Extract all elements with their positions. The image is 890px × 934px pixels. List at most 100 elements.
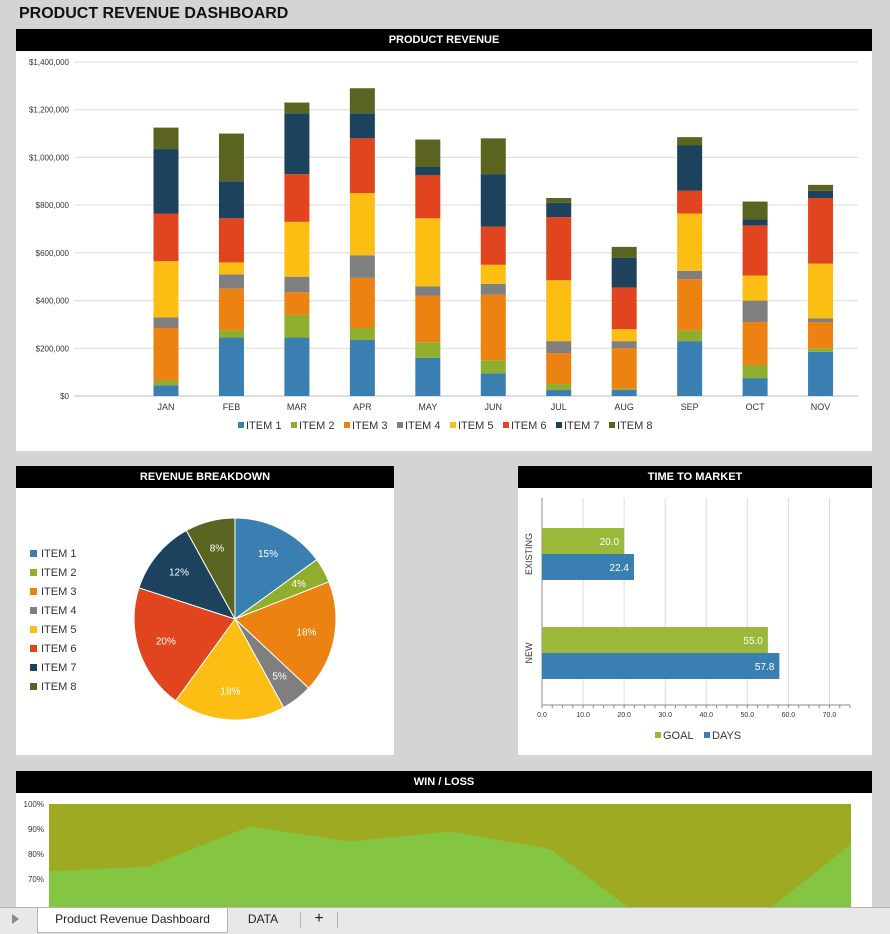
bar-segment	[284, 102, 310, 114]
winloss-panel-header: WIN / LOSS	[16, 771, 872, 793]
x-tick-label: 30.0	[658, 712, 672, 719]
pie-legend: ITEM 1 ITEM 2 ITEM 3 ITEM 4 ITEM 5 ITEM 6 ITEM…	[30, 544, 76, 696]
bar-segment	[677, 190, 703, 214]
bar-segment	[742, 300, 768, 323]
legend-swatch	[397, 422, 403, 428]
pie-slice	[174, 618, 285, 721]
bar-segment	[677, 213, 703, 271]
bar-segment	[808, 190, 834, 198]
legend-label: ITEM 3	[352, 420, 387, 432]
win-area	[49, 826, 851, 907]
y-category-label: NEW	[524, 642, 534, 664]
legend-label: ITEM 8	[617, 420, 652, 432]
legend-swatch	[30, 683, 37, 690]
bar-segment	[742, 275, 768, 301]
pie-data-label: 8%	[210, 544, 225, 555]
ttm-data-label: 20.0	[600, 537, 620, 548]
y-tick-label: 100%	[24, 800, 44, 809]
add-sheet-button[interactable]: +	[314, 910, 324, 927]
legend-swatch	[609, 422, 615, 428]
ttm-data-label: 55.0	[743, 636, 763, 647]
bar-segment	[742, 322, 768, 365]
bar-segment	[546, 384, 572, 391]
bar-segment	[611, 341, 637, 349]
revenue-panel: PRODUCT REVENUE $0 $200,000 $400,000 $600,0…	[16, 29, 872, 451]
legend-label: ITEM 8	[41, 680, 77, 693]
legend-label: ITEM 7	[41, 661, 77, 674]
revenue-panel-header: PRODUCT REVENUE	[16, 29, 872, 51]
tab-data[interactable]: DATA	[247, 912, 279, 926]
y-tick-label: $400,000	[36, 297, 70, 306]
bar-segment	[677, 270, 703, 280]
revenue-chart: $0 $200,000 $400,000 $600,000 $800,000 $1,000…	[29, 58, 858, 432]
ttm-bar	[542, 528, 625, 554]
bar-segment	[742, 201, 768, 220]
x-tick-label: SEP	[681, 402, 699, 412]
ttm-panel: TIME TO MARKET 0.0 10.0 20.0 30.0 40.0 50.0 60…	[518, 466, 872, 755]
pie-legend-item: ITEM 3	[30, 582, 76, 601]
x-tick-label: JUL	[551, 402, 567, 412]
legend-label: ITEM 1	[41, 547, 77, 560]
bar-segment	[808, 318, 834, 323]
legend-label: ITEM 3	[41, 585, 77, 598]
legend-label: ITEM 2	[299, 420, 334, 432]
legend-swatch	[704, 732, 710, 738]
x-tick-label: 50.0	[741, 712, 755, 719]
legend-swatch	[30, 626, 37, 633]
y-tick-label: $1,400,000	[29, 58, 70, 67]
legend-swatch	[30, 569, 37, 576]
legend-swatch	[30, 588, 37, 595]
bar-segment	[546, 280, 572, 342]
tab-scroll-arrow-icon[interactable]	[12, 914, 19, 924]
legend-swatch	[344, 422, 350, 428]
bar-segment	[349, 339, 375, 396]
bar-segment	[284, 314, 310, 338]
bar-segment	[808, 184, 834, 191]
bar-segment	[415, 286, 441, 296]
bar-segment	[153, 385, 179, 396]
x-tick-label: MAY	[418, 402, 437, 412]
bar-segment	[153, 317, 179, 329]
legend-swatch	[30, 550, 37, 557]
tab-separator	[337, 912, 338, 928]
bar-segment	[742, 378, 768, 396]
tab-product-revenue-dashboard[interactable]: Product Revenue Dashboard	[37, 908, 228, 933]
bar-segment	[284, 276, 310, 293]
bar-segment	[677, 279, 703, 331]
bar-segment	[480, 283, 506, 295]
x-tick-label: 20.0	[617, 712, 631, 719]
bar-segment	[480, 264, 506, 284]
pie-legend-item: ITEM 1	[30, 544, 76, 563]
y-tick-label: 70%	[28, 875, 44, 884]
bar-segment	[546, 217, 572, 281]
bar-segment	[546, 353, 572, 385]
tab-separator	[300, 912, 301, 928]
pie-data-label: 4%	[291, 579, 306, 590]
x-tick-label: 60.0	[782, 712, 796, 719]
pie-legend-item: ITEM 2	[30, 563, 76, 582]
y-tick-label: $200,000	[36, 344, 70, 353]
bar-segment	[153, 261, 179, 318]
ttm-data-label: 57.8	[755, 662, 775, 673]
bar-segment	[284, 113, 310, 175]
pie-slice	[185, 517, 236, 620]
bar-segment	[480, 294, 506, 361]
y-tick-label: 90%	[28, 825, 44, 834]
ttm-chart: 0.0 10.0 20.0 30.0 40.0 50.0 60.0 70.0 20.0 22.4 E…	[524, 498, 851, 742]
bar-segment	[677, 137, 703, 146]
bar-segment	[415, 139, 441, 167]
y-tick-label: $1,000,000	[29, 153, 70, 162]
pie-slice	[138, 529, 237, 620]
bar-segment	[218, 262, 244, 275]
bar-segment	[218, 274, 244, 289]
bar-segment	[284, 221, 310, 277]
bar-segment	[742, 364, 768, 379]
bar-segment	[153, 328, 179, 381]
bar-segment	[611, 257, 637, 288]
pie-slice	[133, 587, 236, 702]
x-tick-label: NOV	[811, 402, 831, 412]
legend-label: ITEM 6	[41, 642, 77, 655]
bar-segment	[611, 348, 637, 389]
bar-segment	[808, 263, 834, 319]
pie-legend-item: ITEM 8	[30, 677, 76, 696]
